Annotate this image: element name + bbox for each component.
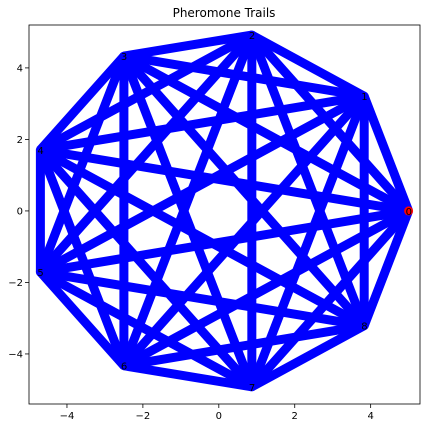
node-label-0: 0	[406, 207, 412, 218]
edge-1-3	[123, 51, 365, 101]
chart-title: Pheromone Trails	[173, 6, 276, 20]
node-label-7: 7	[249, 383, 255, 394]
edge-5-7	[38, 268, 254, 391]
edge-4-6	[36, 148, 129, 368]
edge-3-8	[120, 53, 368, 329]
edge-3-7	[119, 54, 257, 389]
x-tick-label: −2	[136, 411, 151, 422]
y-tick-label: −4	[8, 349, 23, 360]
node-label-1: 1	[361, 92, 367, 103]
edge-5-6	[37, 269, 128, 369]
node-2	[247, 30, 257, 40]
node-1	[359, 91, 369, 101]
x-tick-label: 4	[367, 411, 373, 422]
edge-6-8	[123, 321, 365, 371]
edge-7-8	[249, 321, 367, 391]
edge-1-6	[120, 93, 368, 369]
edge-0-4	[39, 145, 410, 216]
y-tick-label: 0	[17, 206, 23, 217]
node-5	[35, 267, 45, 277]
node-8	[359, 321, 369, 331]
edge-1-2	[249, 31, 367, 101]
edge-2-6	[119, 33, 257, 368]
y-tick-label: 4	[17, 63, 23, 74]
y-tick-label: 2	[17, 135, 23, 146]
edge-4-8	[38, 145, 367, 330]
edge-3-5	[36, 54, 129, 274]
edge-2-8	[247, 33, 369, 328]
edge-6-7	[123, 361, 253, 392]
edge-5-8	[39, 267, 365, 331]
edge-0-1	[360, 94, 413, 213]
y-tick-label: −2	[8, 278, 23, 289]
node-4	[35, 145, 45, 155]
node-label-6: 6	[121, 362, 127, 373]
edge-0-7	[248, 207, 412, 390]
node-6	[119, 361, 129, 371]
x-tick-label: 2	[292, 411, 298, 422]
node-3	[119, 51, 129, 61]
node-label-4: 4	[37, 146, 43, 157]
node-label-5: 5	[37, 268, 43, 279]
nodes-layer	[35, 30, 414, 392]
node-0	[404, 206, 414, 216]
node-label-8: 8	[361, 322, 367, 333]
x-tick-label: 0	[216, 411, 222, 422]
node-label-2: 2	[249, 31, 255, 42]
edge-1-5	[38, 92, 367, 277]
edge-3-4	[37, 53, 128, 153]
node-7	[247, 382, 257, 392]
edge-0-5	[39, 206, 410, 277]
node-labels-layer: 0 1 2 3 4 5 6 7 8	[37, 31, 412, 394]
edge-0-2	[248, 32, 412, 214]
x-ticks: −4 −2 0 2 4	[60, 404, 374, 422]
node-label-3: 3	[121, 52, 127, 63]
x-tick-label: −4	[60, 411, 75, 422]
axes-frame	[28, 24, 421, 405]
edges-layer	[35, 30, 413, 392]
y-ticks: −4 −2 0 2 4	[8, 63, 29, 360]
edge-2-4	[38, 31, 254, 154]
edge-2-3	[123, 30, 253, 61]
edge-0-8	[360, 209, 413, 328]
